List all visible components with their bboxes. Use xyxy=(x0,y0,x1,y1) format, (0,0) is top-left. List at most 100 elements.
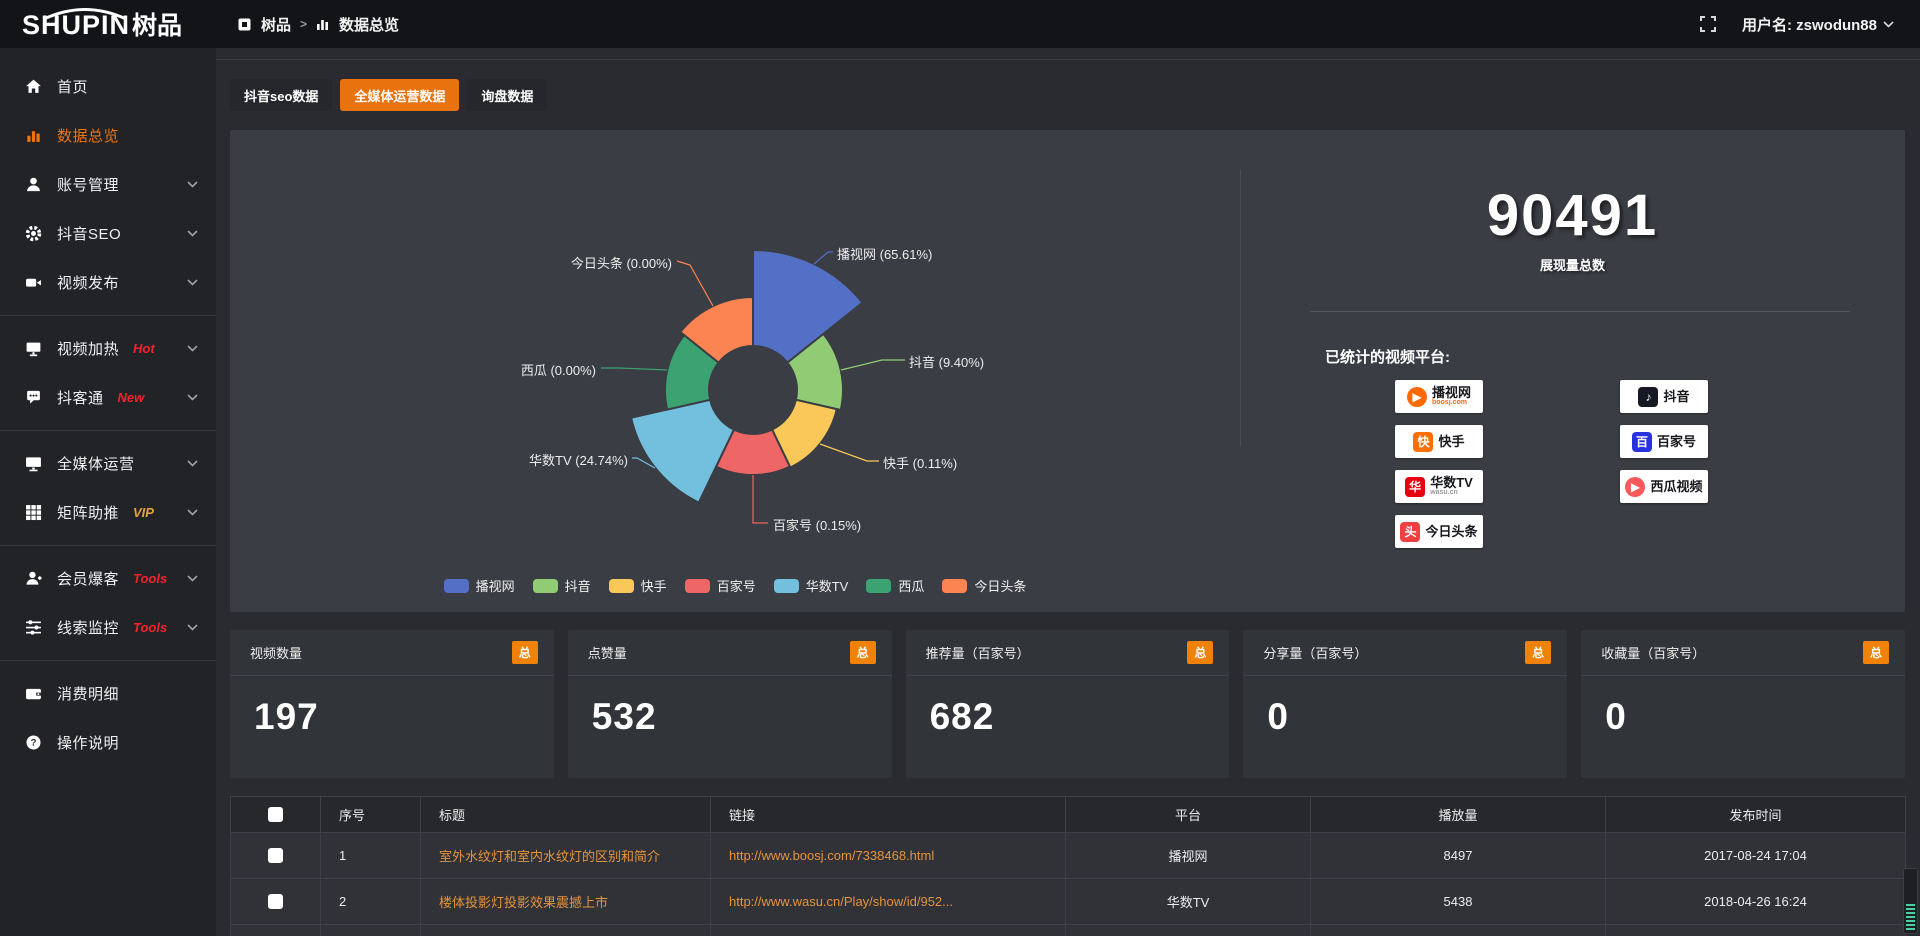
platform-badge-快手: 快 快手 xyxy=(1395,425,1483,458)
chevron-down-icon xyxy=(187,279,198,286)
pie-slice-今日头条[interactable] xyxy=(678,295,754,365)
sidebar-item-label: 消费明细 xyxy=(57,686,120,703)
breadcrumb-current: 数据总览 xyxy=(339,16,400,34)
stat-card-value: 197 xyxy=(254,696,319,737)
cell-title[interactable]: 楼体投影灯投影效果震撼上市 xyxy=(420,878,711,925)
sidebar-item-矩阵助推[interactable]: 矩阵助推 VIP xyxy=(0,488,216,537)
content-divider xyxy=(216,59,1920,60)
legend-item-播视网[interactable]: 播视网 xyxy=(443,576,515,595)
stat-card-value: 0 xyxy=(1605,696,1627,737)
main-content: 抖音seo数据 全媒体运营数据 询盘数据 播视网 (65.61%) 抖音 (9.40%… xyxy=(216,48,1920,936)
pie-label-华数TV: 华数TV (24.74%) xyxy=(529,453,628,468)
pie-slice-华数TV[interactable] xyxy=(629,398,736,504)
empty-cell xyxy=(420,924,711,936)
sidebar-divider xyxy=(0,545,216,546)
scroll-widget[interactable] xyxy=(1903,868,1918,934)
sidebar-item-会员爆客[interactable]: 会员爆客 Tools xyxy=(0,554,216,603)
cell-link[interactable]: http://www.wasu.cn/Play/show/id/952... xyxy=(710,878,1066,925)
stat-card-header: 分享量（百家号） 总 xyxy=(1243,630,1568,676)
sidebar-divider xyxy=(0,315,216,316)
tab-抖音seo数据[interactable]: 抖音seo数据 xyxy=(230,79,333,111)
sidebar-item-操作说明[interactable]: ? 操作说明 xyxy=(0,718,216,767)
sidebar-item-label: 抖音SEO xyxy=(57,226,122,243)
breadcrumb-root[interactable]: 树品 xyxy=(261,16,292,34)
sidebar-item-全媒体运营[interactable]: 全媒体运营 xyxy=(0,439,216,488)
sidebar-item-首页[interactable]: 首页 xyxy=(0,62,216,111)
row-checkbox[interactable] xyxy=(268,894,283,909)
sidebar-item-线索监控[interactable]: 线索监控 Tools xyxy=(0,603,216,652)
chevron-down-icon xyxy=(187,624,198,631)
sidebar-item-label: 抖客通 xyxy=(57,390,104,407)
app-logo[interactable]: SHUPIN 树品 xyxy=(0,6,216,42)
stat-card-total-badge[interactable]: 总 xyxy=(1525,641,1552,664)
select-all-checkbox[interactable] xyxy=(268,807,283,822)
legend-swatch xyxy=(532,578,558,593)
empty-cell xyxy=(1065,924,1311,936)
platform-badge-西瓜视频: ▶ 西瓜视频 xyxy=(1620,470,1708,503)
summary-zone: 90491 展现量总数 已统计的视频平台: ▶ 播视网 boosj.com 快 … xyxy=(1240,130,1905,612)
pie-slice-播视网[interactable] xyxy=(752,248,864,365)
pie-label-line xyxy=(601,367,668,371)
summary-divider xyxy=(1310,311,1850,312)
chevron-down-icon xyxy=(187,575,198,582)
stat-card-total-badge[interactable]: 总 xyxy=(511,641,538,664)
sidebar-item-label: 会员爆客 xyxy=(57,571,120,588)
column-header-序号: 序号 xyxy=(320,796,421,833)
sidebar-item-数据总览[interactable]: 数据总览 xyxy=(0,111,216,160)
sidebar-item-视频发布[interactable]: 视频发布 xyxy=(0,258,216,307)
sidebar-item-抖客通[interactable]: 抖客通 New xyxy=(0,373,216,422)
tab-全媒体运营数据[interactable]: 全媒体运营数据 xyxy=(340,79,460,111)
sidebar-badge-VIP: VIP xyxy=(133,505,154,520)
legend-label: 播视网 xyxy=(475,579,515,594)
stat-card-total-badge[interactable]: 总 xyxy=(1862,641,1889,664)
cell-plays: 5438 xyxy=(1310,878,1606,925)
legend-swatch xyxy=(608,578,634,593)
legend-swatch xyxy=(773,578,799,593)
svg-text:?: ? xyxy=(31,738,37,749)
stat-card-total-badge[interactable]: 总 xyxy=(849,641,876,664)
breadcrumb: 树品 > 数据总览 xyxy=(238,14,399,35)
chevron-down-icon xyxy=(187,394,198,401)
empty-cell xyxy=(230,924,321,936)
sidebar-item-账号管理[interactable]: 账号管理 xyxy=(0,160,216,209)
cell-link[interactable]: http://www.boosj.com/7338468.html xyxy=(710,832,1066,879)
cell-time: 2018-04-26 16:24 xyxy=(1605,878,1906,925)
row-checkbox[interactable] xyxy=(268,848,283,863)
legend-label: 抖音 xyxy=(564,579,591,594)
stat-card-header: 推荐量（百家号） 总 xyxy=(905,630,1230,676)
stat-card-分享量（百家号）: 分享量（百家号） 总 0 xyxy=(1243,630,1568,778)
platform-logo-icon: 华 xyxy=(1405,476,1426,497)
table-row: 1 室外水纹灯和室内水纹灯的区别和简介 http://www.boosj.com… xyxy=(230,832,1906,879)
stat-card-title: 视频数量 xyxy=(250,646,303,661)
sidebar-item-抖音SEO[interactable]: 抖音SEO xyxy=(0,209,216,258)
platform-name: 百家号 xyxy=(1656,434,1696,449)
legend-item-百家号[interactable]: 百家号 xyxy=(684,576,756,595)
cell-platform: 华数TV xyxy=(1065,878,1311,925)
legend-item-西瓜[interactable]: 西瓜 xyxy=(866,576,924,595)
empty-cell xyxy=(1605,924,1906,936)
cell-no: 1 xyxy=(320,832,421,879)
platform-logo-icon: ♪ xyxy=(1638,386,1659,407)
header-checkbox-cell xyxy=(230,796,321,833)
cell-title[interactable]: 室外水纹灯和室内水纹灯的区别和简介 xyxy=(420,832,711,879)
sidebar-item-label: 全媒体运营 xyxy=(57,456,135,473)
chart-panel: 播视网 (65.61%) 抖音 (9.40%) 快手 (0.11%) 百家号 (0.1… xyxy=(230,130,1905,612)
column-header-播放量: 播放量 xyxy=(1310,796,1606,833)
legend-item-华数TV[interactable]: 华数TV xyxy=(773,576,848,595)
tab-询盘数据[interactable]: 询盘数据 xyxy=(467,79,548,111)
pie-label-抖音: 抖音 (9.40%) xyxy=(909,355,985,370)
sidebar-item-视频加热[interactable]: 视频加热 Hot xyxy=(0,324,216,373)
column-header-标题: 标题 xyxy=(420,796,711,833)
legend-item-抖音[interactable]: 抖音 xyxy=(532,576,591,595)
platform-badge-播视网: ▶ 播视网 boosj.com xyxy=(1395,380,1483,413)
empty-cell xyxy=(320,924,421,936)
pie-label-line xyxy=(632,457,656,469)
legend-item-快手[interactable]: 快手 xyxy=(608,576,667,595)
fullscreen-icon[interactable] xyxy=(1699,16,1716,32)
topbar-right: 用户名: zswodun88 xyxy=(1699,14,1920,35)
stat-card-total-badge[interactable]: 总 xyxy=(1187,641,1214,664)
username-menu[interactable]: 用户名: zswodun88 xyxy=(1742,14,1894,35)
legend-item-今日头条[interactable]: 今日头条 xyxy=(942,576,1026,595)
pie-slice-抖音[interactable] xyxy=(785,332,844,412)
sidebar-item-消费明细[interactable]: 消费明细 xyxy=(0,669,216,718)
